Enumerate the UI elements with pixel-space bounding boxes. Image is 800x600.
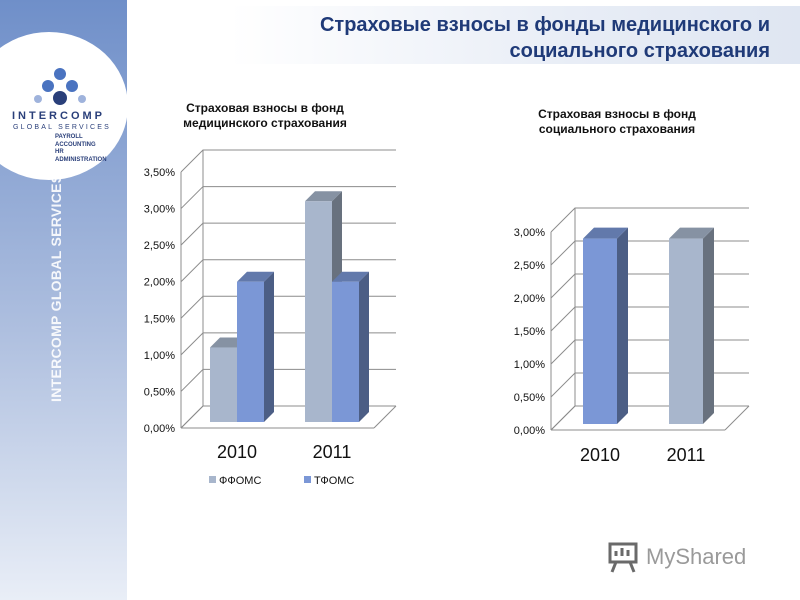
chart1-bar-2011-1-side xyxy=(359,271,369,422)
chart2-gridline xyxy=(550,339,749,365)
chart2-gridline xyxy=(550,207,749,233)
chart2-bar-2010-front xyxy=(583,238,617,424)
chart1-legend-swatch xyxy=(209,476,216,483)
chart2-bar-2011-front xyxy=(669,238,703,424)
chart2-gridline xyxy=(550,405,749,431)
intercomp-logo-icon xyxy=(34,68,86,105)
chart1-bar-2010-1-top xyxy=(237,271,274,282)
chart2-xtick-label: 2010 xyxy=(580,445,620,465)
chart1-xtick-label: 2010 xyxy=(217,442,257,462)
page-title: Страховые взносы в фонды медицинского и … xyxy=(319,14,770,62)
chart1-legend-swatch xyxy=(304,476,311,483)
chart1-bar-2010-0-front xyxy=(210,347,237,422)
chart2-bar-2010-side xyxy=(617,227,628,424)
chart2-gridline xyxy=(550,372,749,398)
chart1-bar-2011-1 xyxy=(332,271,369,422)
chart2-floor-right xyxy=(724,405,750,431)
chart2-bar-2010-top xyxy=(583,227,628,239)
chart1-bar-2010-1-front xyxy=(237,281,264,422)
chart1-ytick-label: 1,00% xyxy=(144,350,175,362)
chart2-bar-2011-top xyxy=(669,227,714,239)
chart1-ytick-label: 0,50% xyxy=(144,386,175,398)
chart2-bar-2010 xyxy=(583,227,628,424)
chart1-ytick-label: 0,00% xyxy=(144,423,175,435)
logo-sub: GLOBAL SERVICES xyxy=(13,124,111,131)
watermark: MyShared xyxy=(608,542,746,573)
chart1-ytick-label: 3,00% xyxy=(144,204,175,216)
chart1-title: Страховая взносы в фонд медицинского стр… xyxy=(183,101,347,130)
chart1-floor-right xyxy=(373,405,397,429)
chart1-bar-2010-1-side xyxy=(264,271,274,422)
chart1-legend-label: ФФОМС xyxy=(219,475,261,487)
chart1-bar-2011-0-top xyxy=(305,191,342,202)
chart2-ytick-label: 0,50% xyxy=(514,392,545,404)
chart2-bar-2011-side xyxy=(703,227,714,424)
logo-brand: INTERCOMP xyxy=(12,110,105,122)
chart2-gridline xyxy=(550,306,749,332)
chart1-ytick-label: 3,50% xyxy=(144,167,175,179)
chart1-legend-label: ТФОМС xyxy=(314,475,354,487)
chart2-title: Страховая взносы в фонд социального стра… xyxy=(538,107,696,136)
chart1-bar-2011-1-top xyxy=(332,271,369,282)
watermark-text: MyShared xyxy=(646,544,746,569)
chart1-bar-2010-1 xyxy=(237,271,274,422)
chart2-bar-2011 xyxy=(669,227,714,424)
chart2-ytick-label: 2,50% xyxy=(514,260,545,272)
chart1-xtick-label: 2011 xyxy=(313,442,352,462)
chart1-ytick-label: 2,00% xyxy=(144,277,175,289)
chart1-ytick-label: 1,50% xyxy=(144,313,175,325)
sidebar: INTERCOMP GLOBAL SERVICES PAYROLL ACCOUN… xyxy=(0,0,128,600)
logo-background xyxy=(0,32,128,180)
chart2-ytick-label: 3,00% xyxy=(514,227,545,239)
chart2-ytick-label: 1,50% xyxy=(514,326,545,338)
title-band xyxy=(230,6,800,64)
chart2-ytick-label: 2,00% xyxy=(514,293,545,305)
chart2-ytick-label: 0,00% xyxy=(514,425,545,437)
presentation-icon xyxy=(608,542,638,573)
chart1-bar-2011-1-front xyxy=(332,281,359,422)
chart2-xtick-label: 2011 xyxy=(667,445,706,465)
chart2-gridline xyxy=(550,240,749,266)
chart2-gridline xyxy=(550,273,749,299)
logo-services: PAYROLL ACCOUNTING HR ADMINISTRATION xyxy=(55,134,107,163)
chart2-ytick-label: 1,00% xyxy=(514,359,545,371)
chart1-ytick-label: 2,50% xyxy=(144,240,175,252)
chart1-bar-2011-0-front xyxy=(305,201,332,422)
